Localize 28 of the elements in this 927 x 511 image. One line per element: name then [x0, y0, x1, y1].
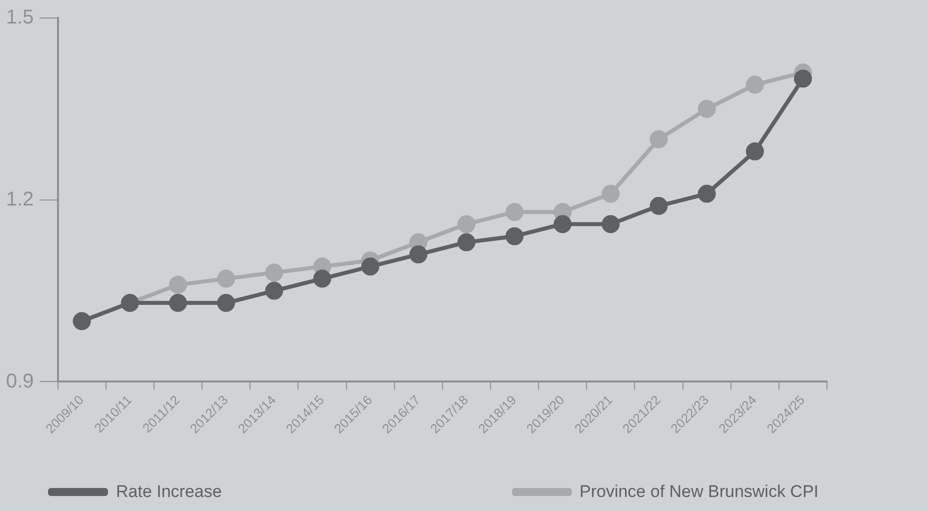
point — [746, 76, 764, 94]
point — [265, 282, 284, 300]
legend-label: Rate Increase — [116, 482, 222, 502]
point — [217, 294, 236, 312]
point — [602, 184, 620, 203]
point — [168, 294, 187, 312]
point — [409, 245, 428, 264]
point — [554, 215, 572, 234]
point — [602, 215, 620, 234]
point — [361, 258, 380, 276]
point — [650, 196, 668, 215]
legend-label: Province of New Brunswick CPI — [580, 482, 819, 502]
point — [506, 227, 524, 246]
point — [457, 233, 476, 252]
point — [794, 70, 812, 88]
point — [746, 142, 764, 160]
y-tick-label: 1.2 — [6, 188, 34, 210]
point — [168, 276, 187, 294]
y-tick-label: 0.9 — [6, 370, 34, 392]
point — [698, 100, 716, 118]
point — [313, 270, 332, 288]
point — [265, 264, 284, 282]
point — [457, 215, 476, 234]
point — [650, 130, 668, 148]
point — [506, 202, 524, 221]
point — [217, 270, 236, 288]
point — [698, 184, 716, 203]
y-tick-label: 1.5 — [6, 6, 34, 29]
